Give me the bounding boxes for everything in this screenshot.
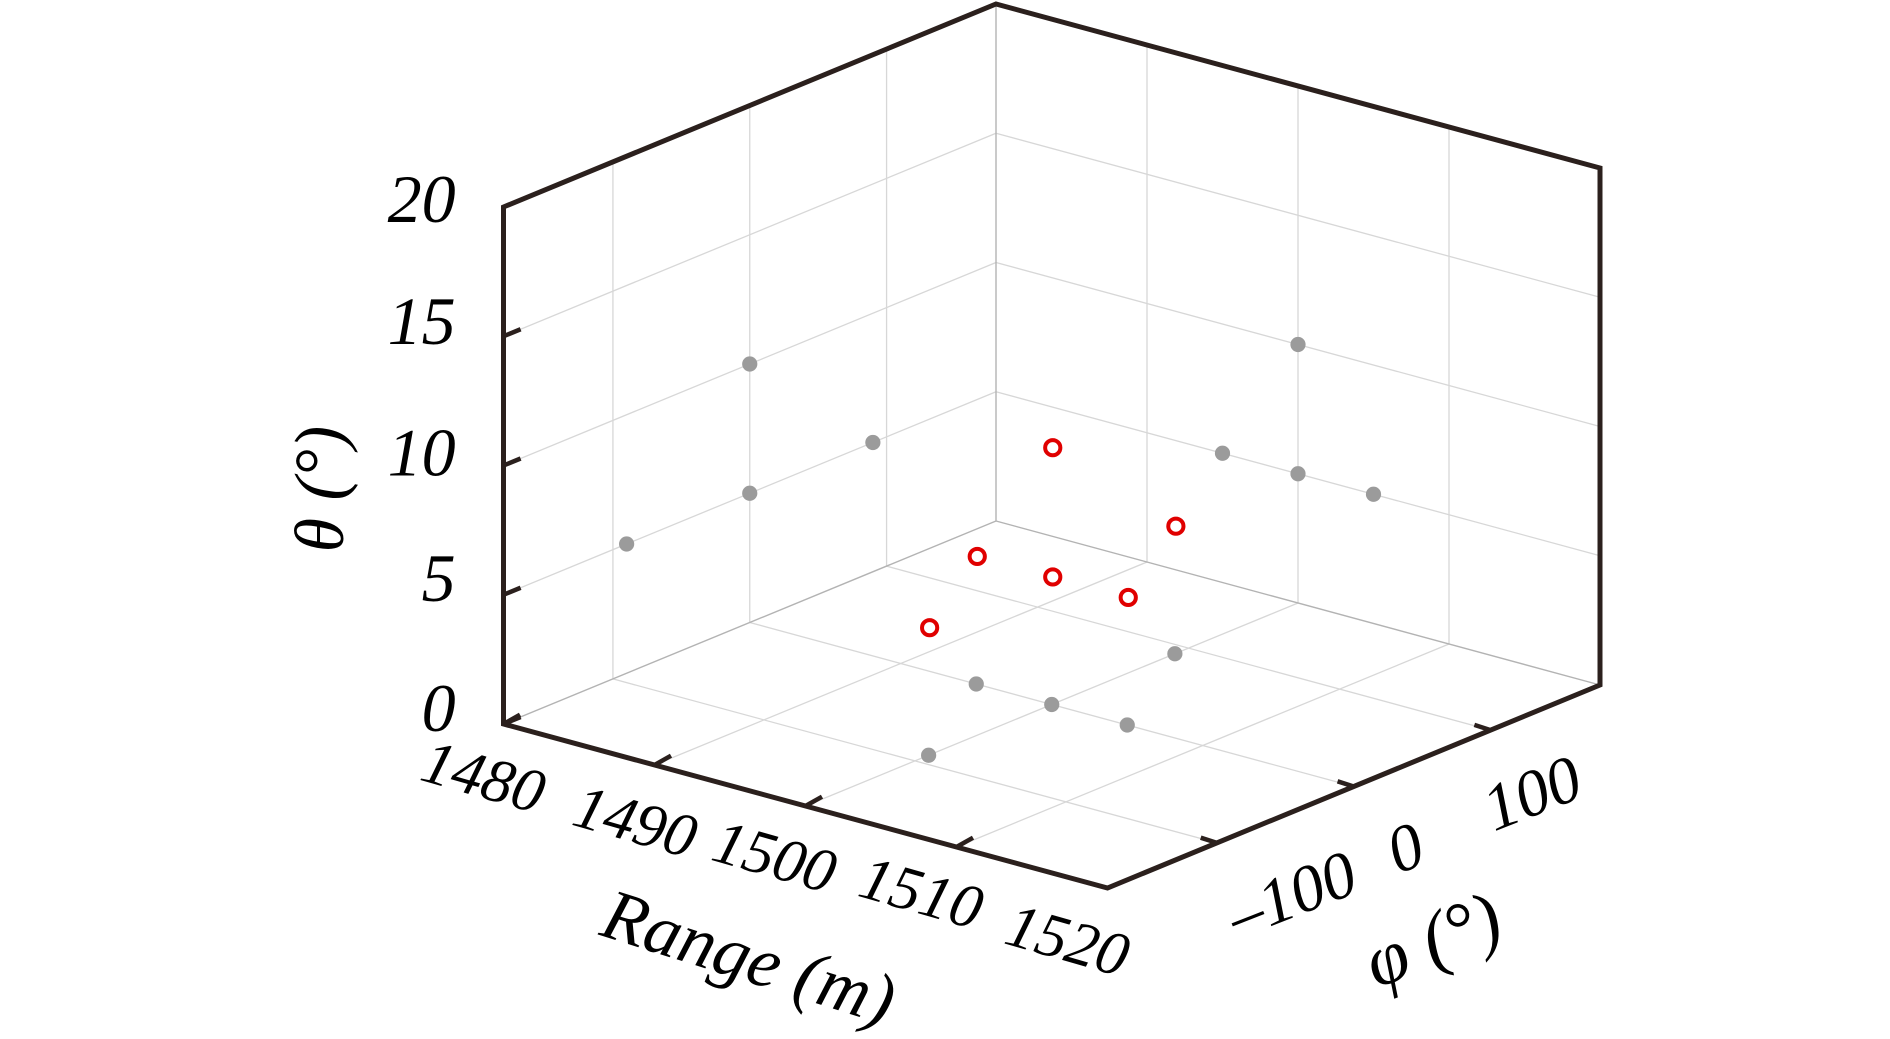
- svg-text:20: 20: [388, 161, 456, 237]
- svg-text:5: 5: [422, 540, 456, 616]
- svg-text:θ (°): θ (°): [282, 426, 359, 552]
- svg-text:0: 0: [422, 670, 456, 746]
- svg-text:10: 10: [388, 414, 456, 490]
- svg-text:15: 15: [388, 283, 456, 359]
